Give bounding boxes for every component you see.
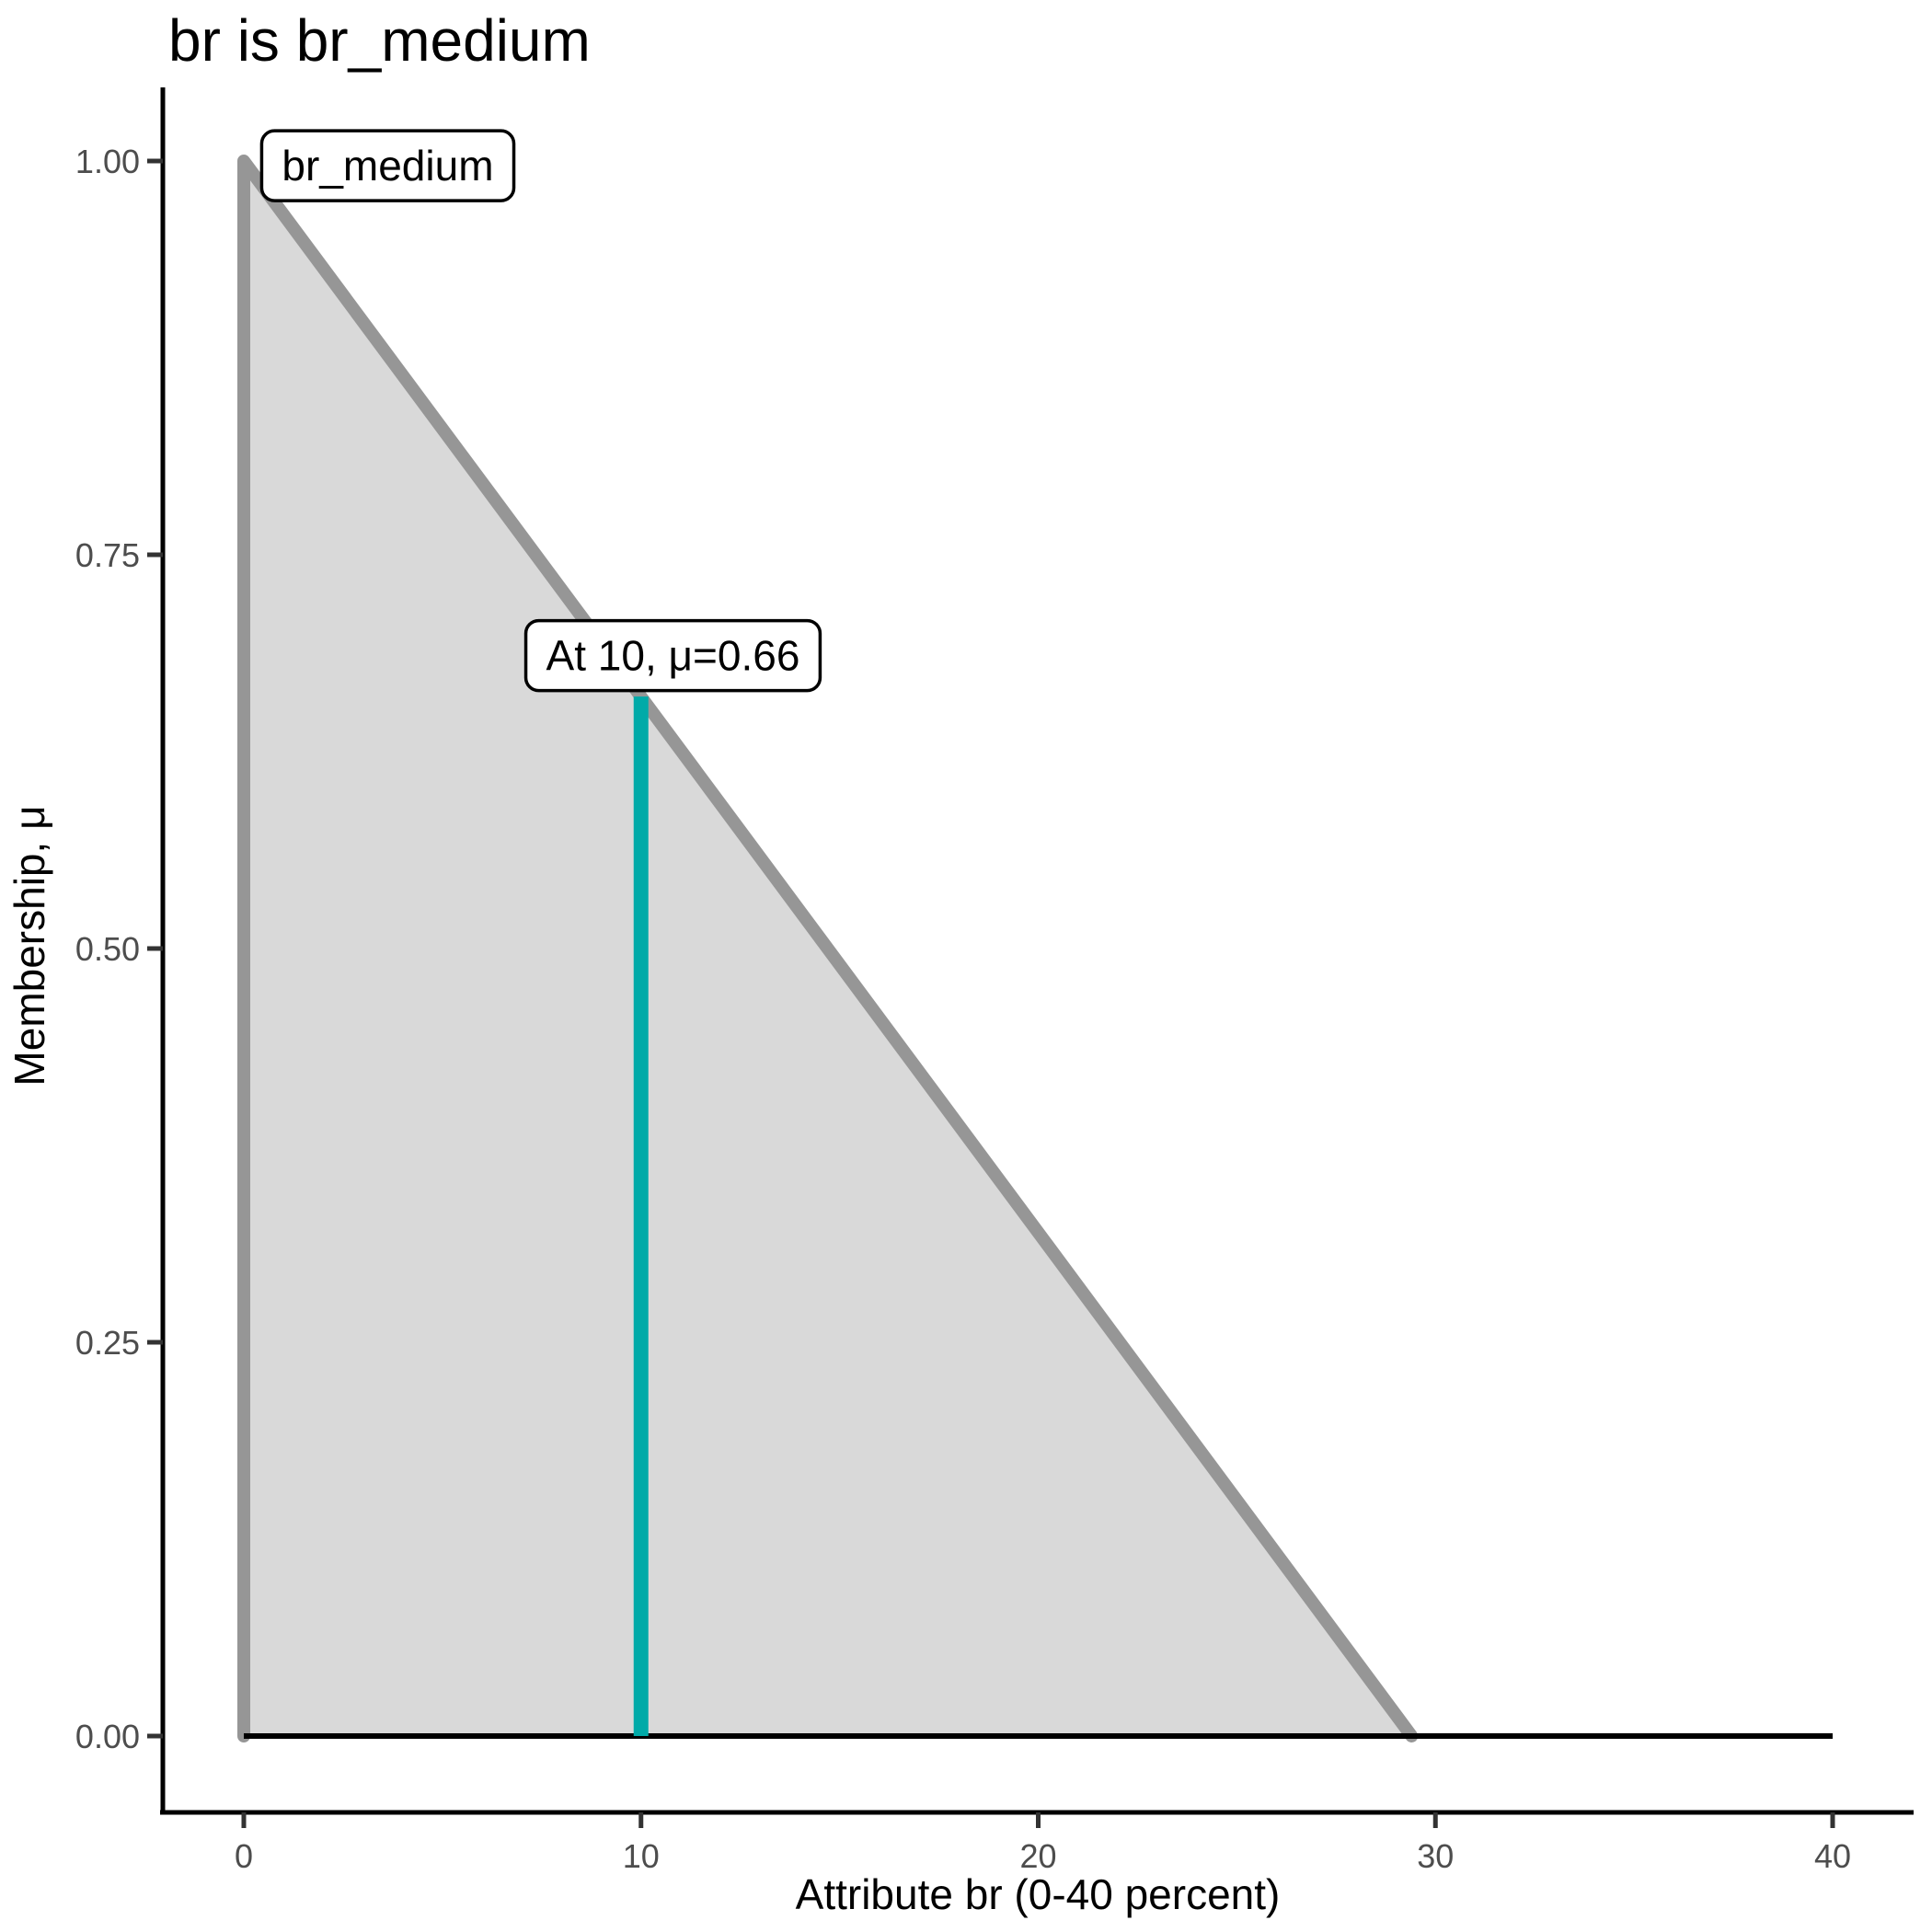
y-axis-label: Membership, μ <box>6 805 53 1086</box>
y-tick-label: 0.75 <box>75 536 140 574</box>
y-tick-label: 0.25 <box>75 1324 140 1362</box>
annotation-layer: br_medium At 10, μ=0.66 <box>259 129 822 693</box>
br_medium-membership-function-outline <box>237 155 1419 1742</box>
chart-title: br is br_medium <box>168 7 591 74</box>
y-tick-label: 0.00 <box>75 1718 140 1755</box>
annotation-text: At 10, μ=0.66 <box>546 632 800 680</box>
x-tick-label: 20 <box>1019 1837 1056 1875</box>
y-tick-label: 1.00 <box>75 143 140 180</box>
x-tick-label: 30 <box>1417 1837 1454 1875</box>
y-tick-label: 0.50 <box>75 930 140 968</box>
x-tick-label: 0 <box>235 1837 253 1875</box>
axis-layer: 1.00 0.75 0.50 0.25 0.00 0 10 20 30 40 <box>75 87 1914 1875</box>
x-tick-label: 10 <box>623 1837 660 1875</box>
annotation-label: br_medium <box>259 129 516 202</box>
plot-layer <box>237 155 1833 1742</box>
annotation-label: At 10, μ=0.66 <box>523 618 822 693</box>
annotation-box <box>523 618 822 693</box>
annotation-box <box>259 129 516 202</box>
x-tick-label: 40 <box>1814 1837 1851 1875</box>
annotation-text: br_medium <box>282 142 493 190</box>
x-axis-label: Attribute br (0-40 percent) <box>796 1870 1281 1918</box>
